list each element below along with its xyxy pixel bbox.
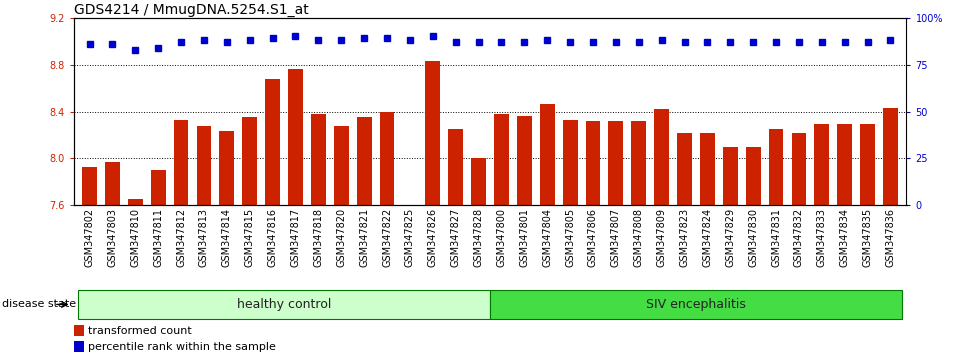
Text: GSM347824: GSM347824: [703, 208, 712, 267]
Bar: [357, 118, 371, 205]
Text: SIV encephalitis: SIV encephalitis: [646, 298, 746, 311]
Bar: [655, 109, 669, 205]
Bar: [860, 124, 875, 205]
Text: GSM347816: GSM347816: [268, 208, 277, 267]
Text: percentile rank within the sample: percentile rank within the sample: [88, 342, 276, 352]
Text: GSM347820: GSM347820: [336, 208, 346, 267]
Text: GSM347802: GSM347802: [84, 208, 94, 267]
Text: GSM347815: GSM347815: [245, 208, 255, 267]
Bar: [288, 69, 303, 205]
Text: transformed count: transformed count: [88, 326, 192, 336]
Text: GSM347817: GSM347817: [290, 208, 301, 267]
Text: GSM347836: GSM347836: [886, 208, 896, 267]
Bar: [494, 114, 509, 205]
Text: GSM347800: GSM347800: [497, 208, 507, 267]
Bar: [82, 167, 97, 205]
Bar: [631, 121, 646, 205]
Bar: [74, 325, 84, 336]
Bar: [490, 290, 902, 319]
Bar: [197, 126, 212, 205]
Text: GSM347812: GSM347812: [176, 208, 186, 267]
Bar: [563, 120, 577, 205]
Text: GSM347806: GSM347806: [588, 208, 598, 267]
Bar: [448, 129, 464, 205]
Text: GSM347805: GSM347805: [565, 208, 575, 267]
Bar: [677, 133, 692, 205]
Text: GSM347831: GSM347831: [771, 208, 781, 267]
Text: GSM347823: GSM347823: [679, 208, 690, 267]
Text: GSM347835: GSM347835: [862, 208, 872, 267]
Text: GSM347818: GSM347818: [314, 208, 323, 267]
Bar: [173, 120, 188, 205]
Bar: [127, 199, 143, 205]
Bar: [151, 170, 166, 205]
Text: GSM347825: GSM347825: [405, 208, 415, 267]
Bar: [585, 121, 601, 205]
Bar: [700, 133, 714, 205]
Text: GSM347813: GSM347813: [199, 208, 209, 267]
Text: GSM347828: GSM347828: [473, 208, 483, 267]
Text: GSM347827: GSM347827: [451, 208, 461, 267]
Bar: [792, 133, 807, 205]
Bar: [311, 114, 325, 205]
Text: GSM347810: GSM347810: [130, 208, 140, 267]
Bar: [540, 104, 555, 205]
Text: GSM347832: GSM347832: [794, 208, 804, 267]
Bar: [425, 61, 440, 205]
Text: GSM347826: GSM347826: [428, 208, 438, 267]
Bar: [220, 131, 234, 205]
Text: GSM347814: GSM347814: [221, 208, 232, 267]
Text: disease state: disease state: [2, 299, 76, 309]
Bar: [78, 290, 490, 319]
Bar: [379, 112, 395, 205]
Bar: [516, 116, 532, 205]
Text: GSM347833: GSM347833: [816, 208, 827, 267]
Text: GSM347822: GSM347822: [382, 208, 392, 267]
Bar: [105, 162, 120, 205]
Bar: [266, 79, 280, 205]
Text: GSM347821: GSM347821: [359, 208, 369, 267]
Bar: [768, 129, 783, 205]
Text: GDS4214 / MmugDNA.5254.S1_at: GDS4214 / MmugDNA.5254.S1_at: [74, 3, 309, 17]
Bar: [334, 126, 349, 205]
Bar: [746, 147, 760, 205]
Text: GSM347834: GSM347834: [840, 208, 850, 267]
Text: GSM347804: GSM347804: [542, 208, 552, 267]
Bar: [609, 121, 623, 205]
Bar: [837, 124, 853, 205]
Text: GSM347829: GSM347829: [725, 208, 735, 267]
Text: GSM347809: GSM347809: [657, 208, 666, 267]
Bar: [883, 108, 898, 205]
Bar: [471, 159, 486, 205]
Text: GSM347801: GSM347801: [519, 208, 529, 267]
Text: GSM347830: GSM347830: [748, 208, 759, 267]
Text: healthy control: healthy control: [237, 298, 331, 311]
Text: GSM347807: GSM347807: [611, 208, 621, 267]
Bar: [242, 118, 257, 205]
Text: GSM347811: GSM347811: [153, 208, 164, 267]
Bar: [814, 124, 829, 205]
Text: GSM347803: GSM347803: [108, 208, 118, 267]
Text: GSM347808: GSM347808: [634, 208, 644, 267]
Bar: [74, 341, 84, 353]
Bar: [723, 147, 738, 205]
